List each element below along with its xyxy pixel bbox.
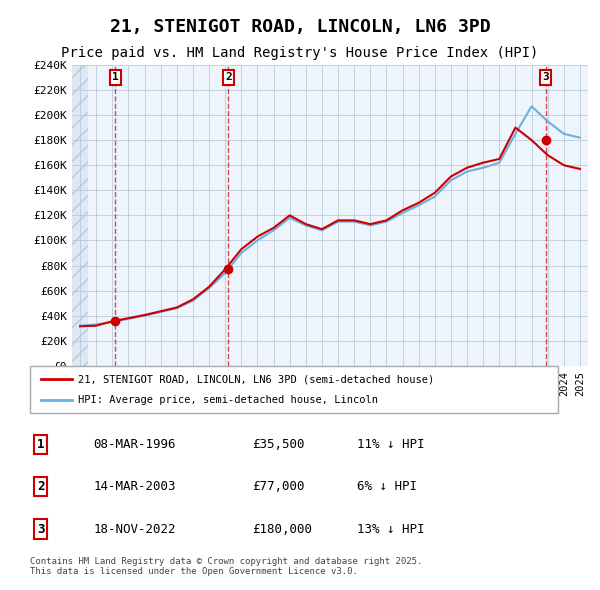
Text: HPI: Average price, semi-detached house, Lincoln: HPI: Average price, semi-detached house,… bbox=[77, 395, 377, 405]
Text: 3: 3 bbox=[542, 73, 549, 83]
Text: 14-MAR-2003: 14-MAR-2003 bbox=[94, 480, 176, 493]
Text: £77,000: £77,000 bbox=[252, 480, 304, 493]
Text: £35,500: £35,500 bbox=[252, 438, 304, 451]
FancyBboxPatch shape bbox=[30, 366, 558, 413]
Text: 1: 1 bbox=[37, 438, 44, 451]
Text: Contains HM Land Registry data © Crown copyright and database right 2025.
This d: Contains HM Land Registry data © Crown c… bbox=[30, 557, 422, 576]
Text: 08-MAR-1996: 08-MAR-1996 bbox=[94, 438, 176, 451]
Text: 21, STENIGOT ROAD, LINCOLN, LN6 3PD (semi-detached house): 21, STENIGOT ROAD, LINCOLN, LN6 3PD (sem… bbox=[77, 374, 434, 384]
Text: 18-NOV-2022: 18-NOV-2022 bbox=[94, 523, 176, 536]
Text: Price paid vs. HM Land Registry's House Price Index (HPI): Price paid vs. HM Land Registry's House … bbox=[61, 46, 539, 60]
Text: 11% ↓ HPI: 11% ↓ HPI bbox=[358, 438, 425, 451]
Text: 3: 3 bbox=[37, 523, 44, 536]
Text: 13% ↓ HPI: 13% ↓ HPI bbox=[358, 523, 425, 536]
Text: 2: 2 bbox=[225, 73, 232, 83]
Text: 1: 1 bbox=[112, 73, 119, 83]
Text: 6% ↓ HPI: 6% ↓ HPI bbox=[358, 480, 418, 493]
Text: 2: 2 bbox=[37, 480, 44, 493]
Bar bbox=[72, 65, 88, 366]
Text: £180,000: £180,000 bbox=[252, 523, 312, 536]
Text: 21, STENIGOT ROAD, LINCOLN, LN6 3PD: 21, STENIGOT ROAD, LINCOLN, LN6 3PD bbox=[110, 18, 490, 36]
Bar bbox=[72, 65, 88, 366]
